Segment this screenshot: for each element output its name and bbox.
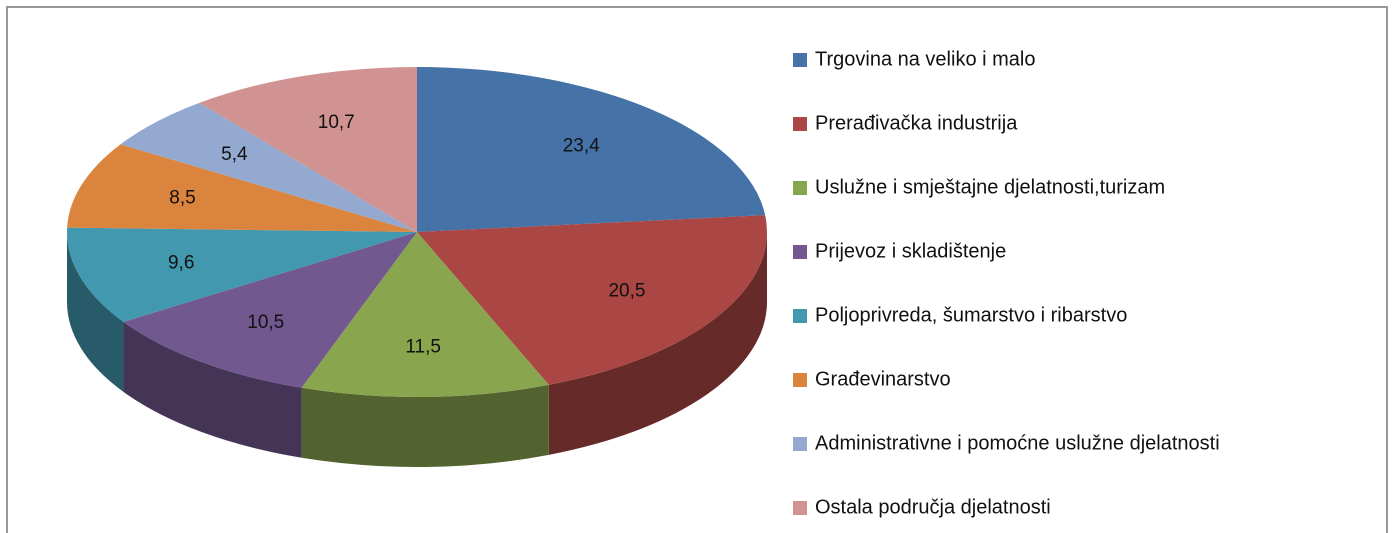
legend-label: Trgovina na veliko i malo [815,48,1035,70]
legend-label: Administrativne i pomoćne uslužne djelat… [815,432,1220,454]
legend-label: Poljoprivreda, šumarstvo i ribarstvo [815,304,1127,326]
slice-side [301,384,549,467]
slice [120,102,417,232]
data-label: 20,5 [608,281,645,302]
legend-label: Prerađivačka industrija [815,112,1018,134]
data-label: 10,5 [247,312,284,333]
data-label: 23,4 [563,135,600,156]
legend-swatch [793,117,807,131]
legend-label: Građevinarstvo [815,368,951,390]
data-label: 8,5 [169,188,195,209]
legend-swatch [793,309,807,323]
data-label: 10,7 [318,112,355,133]
data-label: 9,6 [168,252,194,273]
slice [417,67,766,232]
chart-frame [6,6,1388,533]
slice [301,232,549,397]
legend-swatch [793,373,807,387]
legend-swatch [793,245,807,259]
legend-label: Prijevoz i skladištenje [815,240,1006,262]
slice [417,215,767,385]
legend-label: Ostala područja djelatnosti [815,496,1051,518]
slice-side [123,321,302,458]
data-label: 11,5 [405,336,441,357]
legend-label: Uslužne i smještajne djelatnosti,turizam [815,176,1165,198]
slice [67,144,417,232]
slice-side [548,232,767,455]
data-label: 5,4 [221,144,248,165]
legend-swatch [793,53,807,67]
slice [199,67,417,232]
slice [67,227,417,322]
legend-swatch [793,181,807,195]
slice-side [67,232,124,392]
legend-swatch [793,501,807,515]
legend-swatch [793,437,807,451]
slice [123,232,418,388]
